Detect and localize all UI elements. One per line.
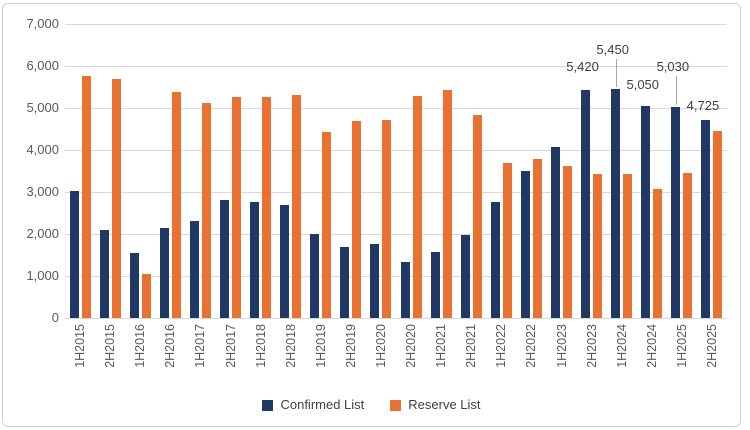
x-axis-label-2H2018: 2H2018: [283, 324, 298, 368]
bar-reserve-2H2025: [713, 130, 723, 318]
x-axis-label-1H2018: 1H2018: [253, 324, 268, 368]
bar-chart: 0 1,000 2,000 3,000 4,000 5,000 6,000 7,000 1H20…: [2, 3, 741, 427]
bar-confirmed-2H2025: [701, 119, 711, 318]
x-axis-label-1H2016: 1H2016: [133, 324, 148, 368]
bar-reserve-1H2020: [382, 120, 392, 318]
bar-reserve-2H2015: [111, 79, 121, 318]
bar-reserve-2H2021: [472, 114, 482, 318]
bar-confirmed-1H2016: [129, 252, 139, 318]
gridline-4,000: [65, 149, 727, 151]
bar-reserve-1H2017: [201, 102, 211, 318]
x-axis-label-2H2022: 2H2022: [524, 324, 539, 368]
data-label-2H2025: 4,725: [686, 97, 720, 113]
x-axis-label-2H2023: 2H2023: [584, 324, 599, 368]
legend-swatch-icon: [390, 399, 402, 411]
x-axis-label-2H2019: 2H2019: [343, 324, 358, 368]
x-axis-label-1H2024: 1H2024: [614, 324, 629, 368]
data-label-leader-line: [675, 75, 677, 105]
bar-reserve-2H2017: [232, 97, 241, 318]
data-label-1H2024: 5,450: [596, 42, 629, 58]
y-axis-tick-label: 1,000: [26, 268, 59, 283]
x-axis-label-2H2024: 2H2024: [644, 324, 659, 368]
x-axis-label-2H2015: 2H2015: [103, 324, 118, 368]
bar-reserve-1H2016: [141, 274, 151, 318]
bar-reserve-1H2022: [502, 163, 512, 318]
legend-item-confirmed-list: Confirmed List: [262, 398, 364, 412]
x-axis-label-1H2022: 1H2022: [494, 324, 509, 368]
gridline-6,000: [65, 65, 727, 67]
bar-confirmed-2H2020: [400, 261, 410, 318]
bar-confirmed-1H2017: [189, 221, 199, 318]
gridline-3,000: [65, 191, 727, 193]
bar-confirmed-1H2025: [671, 106, 681, 318]
bar-reserve-2H2019: [352, 120, 362, 318]
bar-confirmed-2H2018: [280, 204, 290, 318]
x-axis-label-1H2025: 1H2025: [674, 324, 689, 368]
bar-confirmed-1H2015: [69, 190, 79, 318]
x-axis-label-2H2021: 2H2021: [464, 324, 479, 368]
gridline-1,000: [65, 275, 727, 277]
gridline-5,000: [65, 107, 727, 109]
bar-confirmed-1H2021: [430, 252, 440, 318]
x-axis-label-2H2020: 2H2020: [404, 324, 419, 368]
bar-confirmed-1H2023: [551, 146, 560, 318]
chart-legend: Confirmed List Reserve List: [3, 398, 740, 412]
legend-label: Confirmed List: [280, 397, 365, 412]
bar-reserve-1H2015: [81, 76, 91, 318]
bar-reserve-2H2023: [593, 174, 603, 318]
y-axis-tick-label: 6,000: [26, 58, 59, 73]
bar-reserve-2H2022: [532, 158, 542, 318]
bar-reserve-2H2016: [171, 92, 181, 318]
x-axis-label-2H2025: 2H2025: [704, 324, 719, 368]
gridline-7,000: [65, 23, 727, 25]
bar-reserve-2H2018: [292, 94, 302, 318]
x-axis-label-1H2017: 1H2017: [193, 324, 208, 368]
x-axis-label-1H2021: 1H2021: [434, 324, 449, 368]
y-axis-tick-label: 5,000: [26, 100, 59, 115]
data-label-2H2024: 5,050: [626, 76, 660, 92]
x-axis-label-1H2023: 1H2023: [554, 324, 569, 368]
legend-item-reserve-list: Reserve List: [390, 397, 481, 412]
gridline-2,000: [65, 233, 727, 235]
bar-confirmed-1H2020: [370, 244, 380, 318]
bar-reserve-1H2019: [322, 131, 332, 318]
bar-reserve-1H2025: [683, 172, 693, 318]
data-label-2H2023: 5,420: [566, 59, 599, 75]
bar-confirmed-1H2022: [490, 201, 500, 318]
bar-reserve-1H2018: [262, 97, 272, 318]
bar-reserve-1H2023: [563, 166, 572, 318]
bar-confirmed-2H2024: [641, 105, 651, 318]
x-axis-label-1H2015: 1H2015: [73, 324, 88, 368]
x-axis-label-1H2019: 1H2019: [313, 324, 328, 368]
bar-confirmed-2H2017: [220, 199, 229, 318]
bar-confirmed-1H2018: [250, 202, 260, 318]
x-axis-label-1H2020: 1H2020: [373, 324, 388, 368]
bar-confirmed-1H2019: [310, 234, 320, 318]
bar-reserve-1H2024: [623, 173, 633, 318]
bar-confirmed-1H2024: [611, 89, 621, 318]
bar-confirmed-2H2022: [520, 171, 530, 318]
bar-confirmed-2H2015: [99, 229, 109, 318]
bar-confirmed-2H2019: [340, 247, 350, 318]
bar-confirmed-2H2021: [460, 234, 470, 318]
y-axis-tick-label: 0: [51, 310, 59, 325]
legend-swatch-icon: [262, 399, 274, 411]
data-label-1H2025: 5,030: [656, 58, 690, 74]
legend-label: Reserve List: [408, 397, 481, 412]
x-axis-label-2H2016: 2H2016: [163, 324, 178, 368]
bar-reserve-2H2020: [412, 96, 422, 318]
bar-confirmed-2H2016: [159, 227, 169, 318]
y-axis-tick-label: 3,000: [26, 184, 59, 199]
gridline-0: [65, 317, 727, 319]
y-axis-tick-label: 4,000: [26, 142, 59, 157]
bar-confirmed-2H2023: [581, 90, 591, 318]
y-axis-tick-label: 7,000: [26, 16, 59, 31]
bar-reserve-1H2021: [442, 89, 452, 318]
x-axis-label-2H2017: 2H2017: [223, 324, 238, 368]
data-label-leader-line: [615, 59, 617, 88]
y-axis-tick-label: 2,000: [26, 226, 59, 241]
bar-reserve-2H2024: [653, 189, 663, 318]
